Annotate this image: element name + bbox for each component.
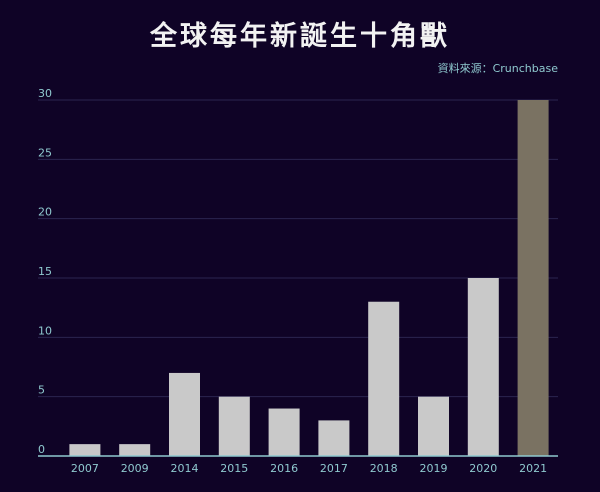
bar (467, 278, 499, 456)
bar (268, 408, 300, 456)
x-tick-label: 2020 (469, 462, 497, 475)
source-note: 資料來源：Crunchbase (437, 62, 558, 75)
bar (69, 444, 101, 456)
x-tick-label: 2017 (320, 462, 348, 475)
bar (517, 100, 549, 456)
y-tick-label: 20 (38, 206, 52, 219)
x-tick-label: 2021 (519, 462, 547, 475)
x-tick-label: 2009 (121, 462, 149, 475)
bar (218, 396, 250, 456)
x-tick-label: 2015 (220, 462, 248, 475)
y-tick-label: 25 (38, 146, 52, 159)
y-tick-label: 30 (38, 87, 52, 100)
chart-title: 全球每年新誕生十角獸 (150, 21, 450, 52)
bar (169, 372, 200, 456)
x-tick-label: 2014 (171, 462, 199, 475)
y-tick-label: 0 (38, 443, 45, 456)
bar (318, 420, 350, 456)
y-tick-label: 10 (38, 324, 52, 337)
x-tick-label: 2016 (270, 462, 298, 475)
x-tick-label: 2007 (71, 462, 99, 475)
bar (418, 396, 449, 456)
bar (368, 301, 400, 456)
y-tick-label: 5 (38, 384, 45, 397)
x-tick-label: 2018 (370, 462, 398, 475)
bar (119, 444, 151, 456)
y-tick-label: 15 (38, 265, 52, 278)
x-tick-label: 2019 (420, 462, 448, 475)
